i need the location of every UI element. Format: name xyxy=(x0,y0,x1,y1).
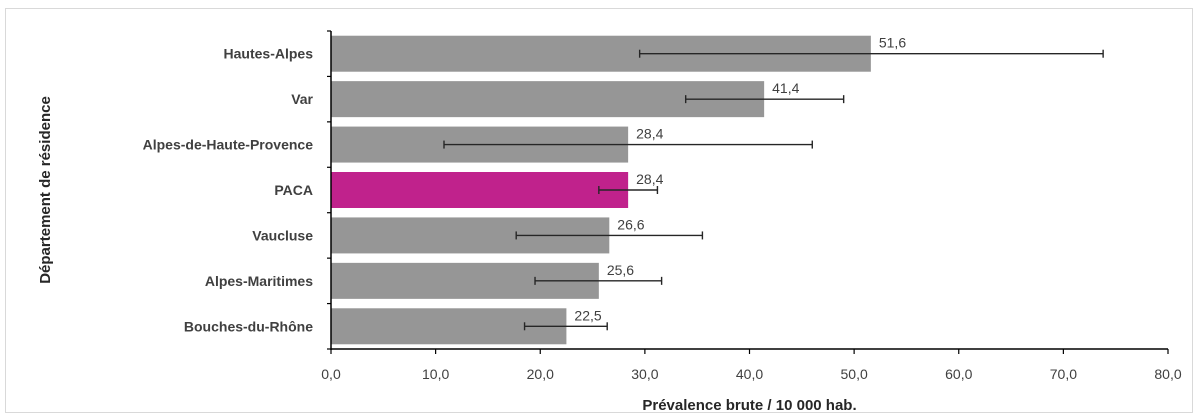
data-label-alpes-de-haute-provence: 28,4 xyxy=(636,126,663,142)
x-tick-label: 40,0 xyxy=(736,366,763,382)
data-label-vaucluse: 26,6 xyxy=(617,216,644,232)
x-axis-title: Prévalence brute / 10 000 hab. xyxy=(642,397,856,414)
x-tick-label: 20,0 xyxy=(527,366,554,382)
data-label-alpes-maritimes: 25,6 xyxy=(607,262,634,278)
data-label-bouches-du-rhone: 22,5 xyxy=(574,307,601,323)
category-label-paca: PACA xyxy=(274,182,313,198)
category-label-alpes-maritimes: Alpes-Maritimes xyxy=(205,273,313,289)
category-label-vaucluse: Vaucluse xyxy=(252,227,313,243)
tick-labels-group: 0,0 10,0 20,0 30,0 40,0 50,0 60,0 70,0 80,0 xyxy=(321,366,1182,382)
x-tick-label: 50,0 xyxy=(841,366,868,382)
category-label-bouches-du-rhone: Bouches-du-Rhône xyxy=(184,318,313,334)
category-label-alpes-de-haute-provence: Alpes-de-Haute-Provence xyxy=(143,137,314,153)
category-label-var: Var xyxy=(291,91,313,107)
y-axis-title: Département de résidence xyxy=(37,96,54,284)
x-tick-label: 30,0 xyxy=(631,366,658,382)
x-tick-label: 80,0 xyxy=(1154,366,1181,382)
data-label-var: 41,4 xyxy=(772,80,799,96)
x-tick-label: 60,0 xyxy=(945,366,972,382)
x-tick-label: 0,0 xyxy=(321,366,341,382)
x-tick-label: 70,0 xyxy=(1050,366,1077,382)
category-labels-group: Hautes-Alpes Var Alpes-de-Haute-Provence PA… xyxy=(143,46,314,335)
category-label-hautes-alpes: Hautes-Alpes xyxy=(224,46,314,62)
bar-paca xyxy=(331,172,628,208)
data-label-hautes-alpes: 51,6 xyxy=(879,35,906,51)
data-label-paca: 28,4 xyxy=(636,171,663,187)
x-tick-label: 10,0 xyxy=(422,366,449,382)
